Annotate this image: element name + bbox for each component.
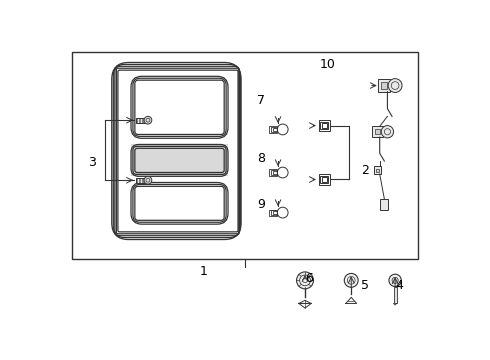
Bar xyxy=(322,123,327,128)
Circle shape xyxy=(144,116,152,124)
Text: 9: 9 xyxy=(257,198,265,211)
Text: 1: 1 xyxy=(199,265,207,278)
Circle shape xyxy=(389,274,401,287)
Text: 2: 2 xyxy=(361,164,369,177)
Circle shape xyxy=(392,277,398,283)
Bar xyxy=(322,177,327,182)
Bar xyxy=(319,174,330,185)
Text: 5: 5 xyxy=(361,279,369,292)
Circle shape xyxy=(344,274,358,287)
Bar xyxy=(393,287,397,303)
Text: 8: 8 xyxy=(257,152,265,165)
Bar xyxy=(319,120,330,131)
Bar xyxy=(376,169,379,172)
Bar xyxy=(273,171,276,174)
Bar xyxy=(269,210,276,216)
Bar xyxy=(271,127,276,132)
Text: 7: 7 xyxy=(257,94,265,107)
Bar xyxy=(136,117,145,123)
Bar xyxy=(269,126,276,132)
Bar xyxy=(271,210,276,215)
Bar xyxy=(373,166,381,174)
Bar xyxy=(320,122,328,130)
Bar xyxy=(273,128,276,131)
Circle shape xyxy=(296,272,314,289)
Text: 3: 3 xyxy=(88,156,96,169)
Circle shape xyxy=(144,176,152,184)
Text: 4: 4 xyxy=(396,279,404,292)
Bar xyxy=(320,176,328,183)
Bar xyxy=(136,177,145,183)
Bar xyxy=(381,199,388,210)
Bar xyxy=(372,126,383,137)
Bar xyxy=(381,82,388,89)
Text: 6: 6 xyxy=(305,271,313,284)
Circle shape xyxy=(381,126,393,138)
Bar xyxy=(269,170,276,176)
Bar xyxy=(131,144,228,176)
Bar xyxy=(72,53,418,259)
Bar xyxy=(378,80,391,92)
Bar xyxy=(375,130,380,134)
Text: 10: 10 xyxy=(320,58,336,71)
Bar xyxy=(271,170,276,175)
Bar xyxy=(273,211,276,214)
Circle shape xyxy=(388,78,402,93)
